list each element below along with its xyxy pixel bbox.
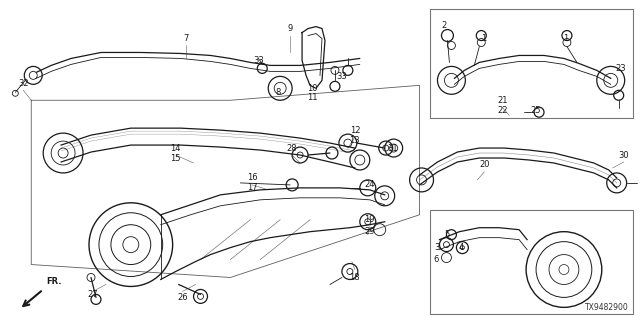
Text: 16: 16: [247, 173, 258, 182]
Text: 25: 25: [531, 106, 541, 115]
Text: 15: 15: [170, 154, 181, 163]
Bar: [429, 210, 632, 314]
Text: 23: 23: [616, 64, 626, 73]
Text: 12: 12: [349, 126, 360, 135]
Text: FR.: FR.: [46, 277, 61, 286]
Text: 1: 1: [481, 34, 486, 43]
Text: 24: 24: [365, 180, 375, 189]
Text: 5: 5: [445, 230, 450, 239]
Text: 7: 7: [183, 34, 188, 43]
Text: 33: 33: [337, 72, 348, 81]
Text: TX9482900: TX9482900: [585, 303, 628, 312]
Text: 32: 32: [18, 79, 29, 88]
Bar: [429, 9, 632, 118]
Text: 4: 4: [459, 243, 464, 252]
Text: 17: 17: [247, 183, 258, 192]
Text: 22: 22: [497, 106, 508, 115]
Text: 3: 3: [434, 243, 439, 252]
Text: 8: 8: [275, 88, 281, 97]
Text: 10: 10: [307, 84, 317, 93]
Text: 30: 30: [618, 150, 629, 160]
Text: 2: 2: [442, 21, 447, 30]
Text: 29: 29: [365, 227, 375, 236]
Text: 28: 28: [287, 144, 298, 153]
Text: 11: 11: [307, 93, 317, 102]
Text: 18: 18: [349, 273, 360, 282]
Text: 27: 27: [88, 290, 99, 299]
Text: 19: 19: [365, 215, 375, 224]
Text: 33: 33: [253, 56, 264, 65]
Text: 1: 1: [563, 34, 568, 43]
Text: 21: 21: [497, 96, 508, 105]
Text: 26: 26: [177, 293, 188, 302]
Text: 6: 6: [434, 255, 439, 264]
Text: 31: 31: [387, 144, 398, 153]
Text: 13: 13: [349, 136, 360, 145]
Text: 20: 20: [479, 160, 490, 170]
Text: 9: 9: [287, 24, 292, 33]
Text: 14: 14: [170, 144, 181, 153]
